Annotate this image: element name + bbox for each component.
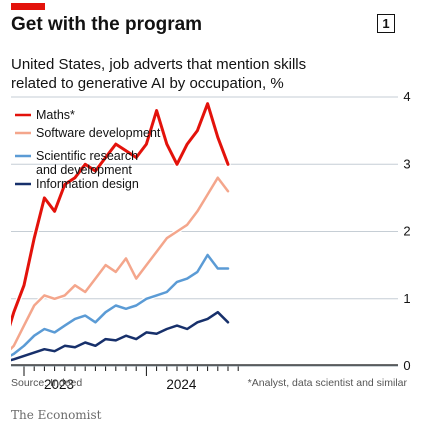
- subtitle-line-2: related to generative AI by occupation, …: [11, 75, 284, 92]
- y-tick-label: 0: [403, 358, 410, 373]
- legend-label: Maths*: [36, 108, 75, 122]
- x-tick-label: 2023: [44, 377, 74, 392]
- subtitle-line-1: United States, job adverts that mention …: [11, 56, 307, 73]
- publisher-logo: The Economist: [11, 408, 102, 422]
- legend-label: Information design: [36, 177, 139, 191]
- footnote: *Analyst, data scientist and similar: [247, 377, 407, 389]
- series-lines: [11, 100, 231, 363]
- source-note: Source: Indeed: [11, 377, 83, 389]
- chart-title: Get with the program: [11, 14, 203, 35]
- x-tick-label: 2024: [166, 377, 197, 392]
- accent-bar: [11, 3, 45, 10]
- chart-number-badge: 1: [377, 14, 395, 33]
- y-tick-label: 1: [403, 291, 410, 306]
- legend-label: Scientific research and development: [36, 149, 138, 177]
- series-line: [11, 253, 230, 357]
- legend-label: Software development: [36, 126, 161, 140]
- chart-subtitle: United States, job adverts that mention …: [11, 55, 341, 93]
- series-line: [11, 176, 230, 351]
- series-line: [11, 102, 230, 327]
- y-tick-label: 4: [403, 89, 410, 104]
- y-tick-label: 2: [403, 224, 410, 239]
- y-tick-label: 3: [403, 156, 410, 171]
- series-line: [11, 310, 230, 362]
